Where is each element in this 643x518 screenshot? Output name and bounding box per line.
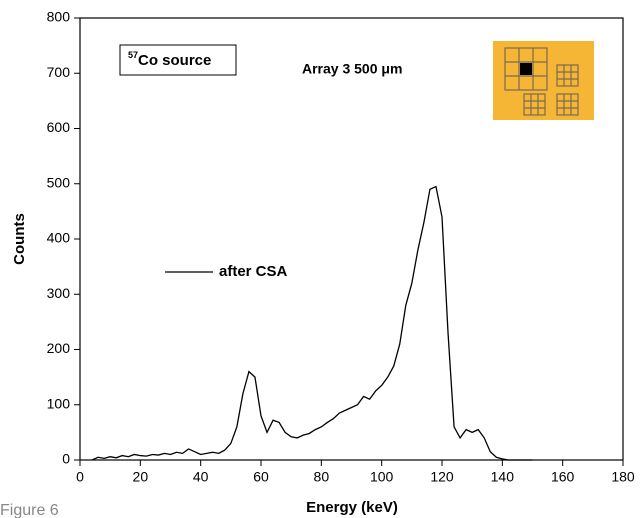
x-tick-label: 180 — [611, 469, 635, 485]
y-tick-label: 500 — [47, 174, 71, 190]
x-tick-label: 140 — [491, 469, 515, 485]
y-tick-label: 0 — [62, 451, 70, 467]
source-text: Co source — [138, 52, 211, 69]
y-tick-label: 700 — [47, 64, 71, 80]
source-label: 57Co source — [128, 50, 211, 69]
x-tick-label: 40 — [193, 469, 209, 485]
figure-label: Figure 6 — [0, 502, 59, 518]
x-tick-label: 20 — [133, 469, 149, 485]
x-tick-label: 0 — [76, 469, 84, 485]
y-axis-label: Counts — [11, 213, 28, 265]
x-tick-label: 100 — [370, 469, 394, 485]
array-label: Array 3 500 μm — [302, 61, 402, 77]
y-tick-label: 600 — [47, 119, 71, 135]
array-icon — [493, 41, 594, 120]
y-tick-label: 800 — [47, 9, 71, 25]
x-tick-label: 80 — [314, 469, 330, 485]
x-axis-label: Energy (keV) — [306, 499, 398, 516]
legend-label: after CSA — [219, 263, 288, 280]
source-box — [119, 44, 237, 76]
x-tick-label: 160 — [551, 469, 575, 485]
y-tick-label: 400 — [47, 230, 71, 246]
source-sup: 57 — [128, 50, 138, 60]
x-tick-label: 60 — [253, 469, 269, 485]
y-tick-label: 300 — [47, 285, 71, 301]
y-tick-label: 200 — [47, 340, 71, 356]
data-line — [91, 185, 533, 461]
x-tick-label: 120 — [430, 469, 454, 485]
y-tick-label: 100 — [47, 395, 71, 411]
